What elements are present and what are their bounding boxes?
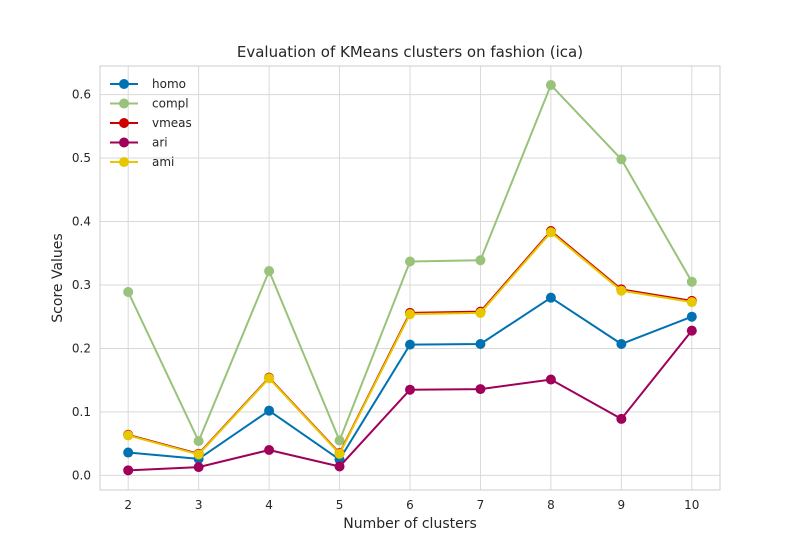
data-point-homo xyxy=(686,311,697,322)
data-point-ami xyxy=(405,309,415,320)
data-point-compl xyxy=(475,255,486,266)
data-point-ami xyxy=(686,297,697,308)
data-point-ari xyxy=(475,384,486,395)
legend: homo compl vmeas ari ami xyxy=(110,77,192,169)
y-axis-label: Score Values xyxy=(50,233,66,322)
y-tick-label: 0.4 xyxy=(72,215,91,229)
legend-item-ami: ami xyxy=(110,155,174,169)
legend-label: compl xyxy=(152,97,189,111)
x-tick-label: 8 xyxy=(547,498,555,512)
series-ari xyxy=(123,325,697,476)
legend-item-ari: ari xyxy=(110,136,168,150)
x-tick-label: 10 xyxy=(684,498,699,512)
data-point-ami xyxy=(264,373,275,384)
legend-item-homo: homo xyxy=(110,77,186,91)
x-axis-ticks: 2 3 4 5 6 7 8 9 10 xyxy=(124,498,699,512)
data-point-ami xyxy=(475,307,486,318)
legend-marker xyxy=(119,157,129,167)
legend-label: ami xyxy=(152,155,174,169)
legend-label: ari xyxy=(152,136,168,150)
data-point-ami xyxy=(334,448,345,459)
data-point-ari xyxy=(405,384,415,395)
y-tick-label: 0.2 xyxy=(72,341,91,355)
y-tick-label: 0.6 xyxy=(72,88,91,102)
series-ami xyxy=(123,227,697,460)
plot-frame xyxy=(99,65,721,491)
data-point-homo xyxy=(405,339,415,350)
x-axis-label: Number of clusters xyxy=(343,516,477,532)
data-point-compl xyxy=(123,286,134,297)
series-compl xyxy=(123,80,697,447)
series-lines xyxy=(123,80,697,476)
chart-title: Evaluation of KMeans clusters on fashion… xyxy=(237,43,583,61)
data-point-compl xyxy=(545,80,556,91)
data-point-compl xyxy=(334,435,345,446)
data-point-ari xyxy=(545,374,556,385)
data-point-ami xyxy=(123,430,134,441)
data-point-homo xyxy=(264,405,275,416)
data-point-compl xyxy=(193,436,204,447)
data-point-compl xyxy=(264,266,275,277)
data-point-homo xyxy=(616,339,627,350)
legend-item-vmeas: vmeas xyxy=(110,116,192,130)
legend-marker xyxy=(119,137,129,148)
data-point-ari xyxy=(193,462,204,473)
data-point-ari xyxy=(264,445,275,456)
data-point-homo xyxy=(123,447,134,458)
data-point-compl xyxy=(405,256,415,267)
data-point-ami xyxy=(545,227,556,238)
legend-marker xyxy=(119,118,129,128)
data-point-ari xyxy=(686,325,697,336)
data-point-homo xyxy=(475,339,486,350)
x-tick-label: 9 xyxy=(618,498,626,512)
series-homo xyxy=(123,292,697,465)
data-point-ari xyxy=(123,465,134,476)
legend-item-compl: compl xyxy=(110,97,189,111)
data-point-ari xyxy=(334,461,345,472)
y-tick-label: 0.5 xyxy=(72,151,91,165)
data-point-ami xyxy=(616,285,627,296)
grid-lines xyxy=(100,66,720,490)
x-tick-label: 5 xyxy=(336,498,344,512)
data-point-ari xyxy=(616,413,627,424)
x-tick-label: 6 xyxy=(406,498,414,512)
y-tick-label: 0.3 xyxy=(72,278,91,292)
y-axis-ticks: 0.0 0.1 0.2 0.3 0.4 0.5 0.6 xyxy=(72,88,91,483)
legend-marker xyxy=(119,98,129,109)
x-tick-label: 4 xyxy=(265,498,273,512)
data-point-homo xyxy=(545,292,556,303)
legend-label: homo xyxy=(152,77,186,91)
x-tick-label: 7 xyxy=(477,498,485,512)
x-tick-label: 3 xyxy=(195,498,203,512)
data-point-ami xyxy=(193,449,204,460)
legend-marker xyxy=(119,79,129,89)
data-point-compl xyxy=(616,154,627,165)
legend-label: vmeas xyxy=(152,116,192,130)
x-tick-label: 2 xyxy=(124,498,132,512)
data-point-compl xyxy=(686,276,697,287)
y-tick-label: 0.1 xyxy=(72,405,91,419)
y-tick-label: 0.0 xyxy=(72,468,91,482)
